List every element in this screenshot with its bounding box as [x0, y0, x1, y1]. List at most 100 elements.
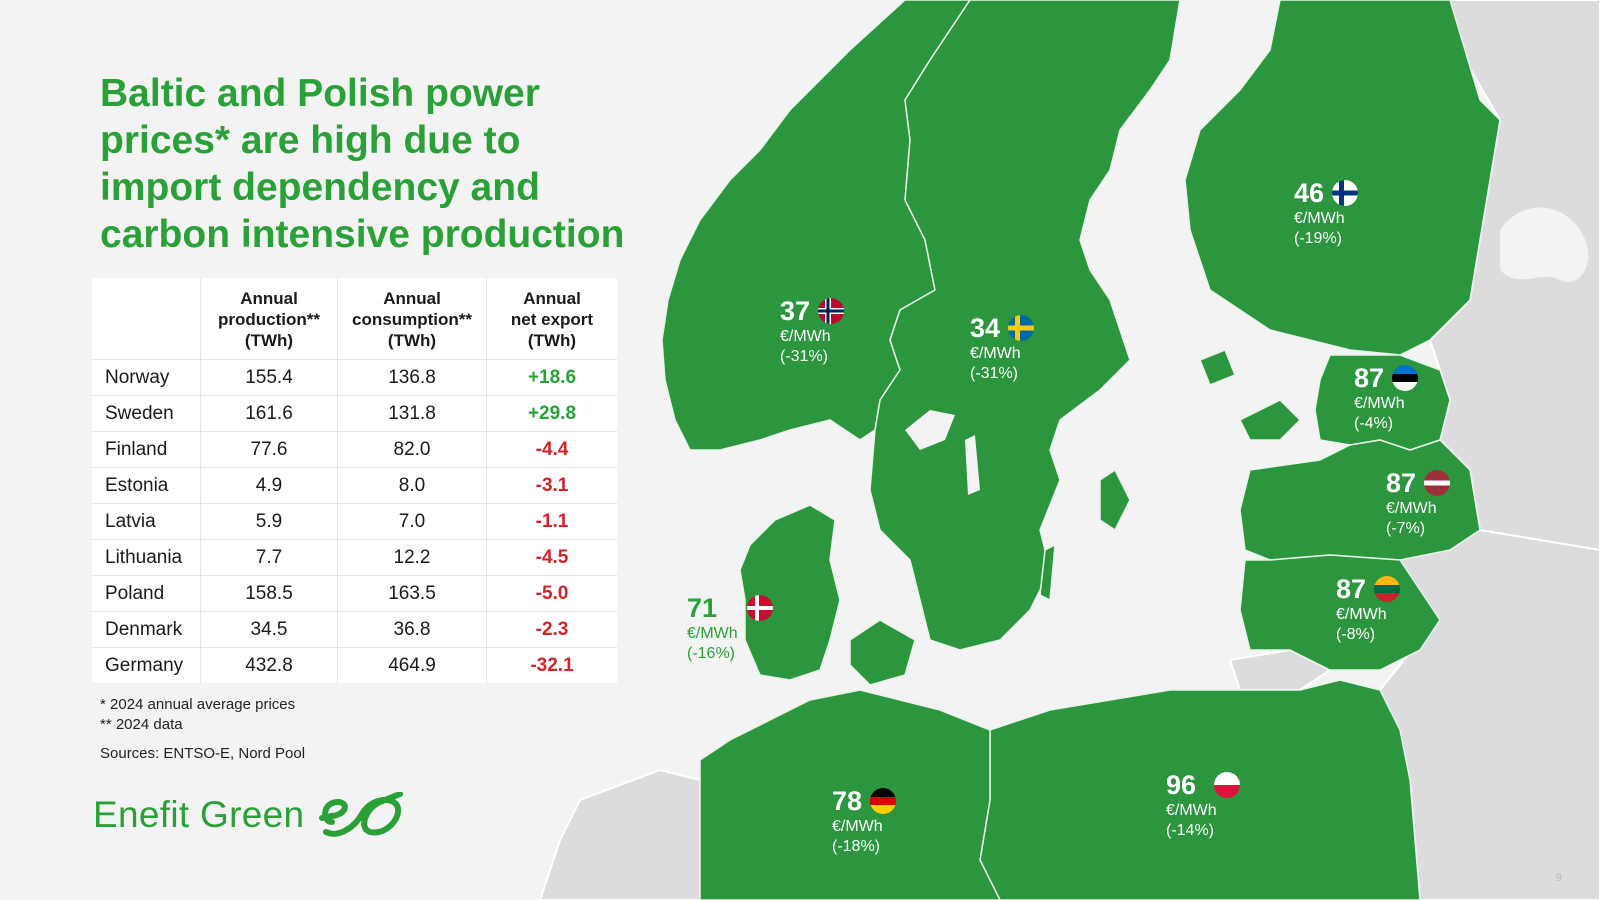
land-finland	[1184, 0, 1501, 356]
table-row: Latvia 5.9 7.0 -1.1	[92, 503, 617, 540]
net-export-cell: -5.0	[486, 575, 617, 612]
net-export-cell: -3.1	[486, 467, 617, 504]
logo-text: Enefit Green	[93, 794, 305, 835]
country-cell: Denmark	[92, 611, 201, 648]
production-cell: 34.5	[200, 611, 338, 648]
price-label-lithuania: 87 €/MWh (-8%)	[1336, 573, 1401, 645]
country-cell: Estonia	[92, 467, 201, 504]
header-line: Annual	[383, 289, 441, 308]
price-change: (-4%)	[1354, 415, 1394, 432]
footnote: * 2024 annual average prices	[100, 696, 296, 713]
production-cell: 77.6	[200, 431, 338, 468]
price-change: (-8%)	[1336, 626, 1376, 643]
header-line: (TWh)	[244, 331, 294, 350]
header-consumption: Annual consumption** (TWh)	[337, 278, 487, 360]
consumption-cell: 136.8	[337, 359, 487, 396]
price-value: 87	[1354, 363, 1385, 393]
consumption-cell: 464.9	[337, 647, 487, 683]
price-value: 87	[1386, 468, 1417, 498]
lake-vanern	[905, 410, 955, 450]
price-change: (-7%)	[1386, 520, 1426, 537]
net-export-cell: -4.5	[486, 539, 617, 576]
country-cell: Finland	[92, 431, 201, 468]
production-cell: 161.6	[200, 395, 338, 432]
country-cell: Lithuania	[92, 539, 201, 576]
price-change: (-31%)	[970, 365, 1019, 382]
table-header-row: Annual production** (TWh) Annual consump…	[92, 278, 617, 360]
price-unit: €/MWh	[687, 625, 738, 642]
consumption-cell: 7.0	[337, 503, 487, 540]
flag-sweden-icon	[1008, 315, 1035, 341]
island-gotland	[1099, 469, 1131, 531]
price-value: 87	[1336, 574, 1367, 604]
price-label-latvia: 87 €/MWh (-7%)	[1386, 467, 1451, 539]
header-line: (TWh)	[387, 331, 437, 350]
footnote: ** 2024 data	[100, 716, 183, 733]
title-line: prices* are high due to	[100, 119, 521, 162]
net-export-cell: +18.6	[486, 359, 617, 396]
flag-germany-icon	[870, 788, 897, 814]
production-cell: 432.8	[200, 647, 338, 683]
footnotes: * 2024 annual average prices ** 2024 dat…	[100, 695, 295, 735]
price-value: 37	[780, 296, 811, 326]
consumption-cell: 163.5	[337, 575, 487, 612]
flag-denmark-icon	[747, 595, 774, 621]
price-change: (-16%)	[687, 645, 736, 662]
price-change: (-19%)	[1294, 230, 1343, 247]
table-row: Finland 77.6 82.0 -4.4	[92, 431, 617, 468]
flag-latvia-icon	[1424, 470, 1451, 496]
land-denmark	[739, 504, 841, 681]
production-cell: 158.5	[200, 575, 338, 612]
table-body: Norway 155.4 136.8 +18.6 Sweden 161.6 131.8 +29…	[92, 359, 617, 683]
lake-vattern	[965, 435, 980, 495]
price-label-denmark: 71 €/MWh (-16%)	[687, 592, 774, 664]
energy-balance-table: Annual production** (TWh) Annual consump…	[92, 278, 617, 683]
price-unit: €/MWh	[1386, 500, 1437, 517]
consumption-cell: 8.0	[337, 467, 487, 504]
header-line: production**	[218, 310, 320, 329]
production-cell: 4.9	[200, 467, 338, 504]
title-line: Baltic and Polish power	[100, 72, 540, 115]
production-cell: 5.9	[200, 503, 338, 540]
table-row: Denmark 34.5 36.8 -2.3	[92, 611, 617, 648]
price-change: (-14%)	[1166, 822, 1215, 839]
land-kaliningrad	[1228, 648, 1332, 691]
header-net-export: Annual net export (TWh)	[486, 278, 617, 360]
price-label-sweden: 34 €/MWh (-31%)	[970, 312, 1035, 384]
logo-mark-icon	[319, 792, 404, 837]
price-value: 46	[1294, 178, 1325, 208]
price-unit: €/MWh	[970, 345, 1021, 362]
net-export-cell: -4.4	[486, 431, 617, 468]
header-line: (TWh)	[527, 331, 577, 350]
header-production: Annual production** (TWh)	[200, 278, 338, 360]
price-unit: €/MWh	[1354, 395, 1405, 412]
flag-norway-icon	[818, 298, 845, 324]
flag-poland-icon	[1214, 772, 1241, 798]
country-cell: Latvia	[92, 503, 201, 540]
consumption-cell: 82.0	[337, 431, 487, 468]
production-cell: 7.7	[200, 539, 338, 576]
country-cell: Sweden	[92, 395, 201, 432]
page-title: Baltic and Polish power prices* are high…	[100, 70, 660, 258]
country-cell: Germany	[92, 647, 201, 683]
price-change: (-31%)	[780, 348, 829, 365]
net-export-cell: -2.3	[486, 611, 617, 648]
table-row: Estonia 4.9 8.0 -3.1	[92, 467, 617, 504]
title-line: import dependency and	[100, 166, 540, 209]
production-cell: 155.4	[200, 359, 338, 396]
net-export-cell: -1.1	[486, 503, 617, 540]
price-value: 78	[832, 786, 863, 816]
price-value: 34	[970, 313, 1001, 343]
table-row: Sweden 161.6 131.8 +29.8	[92, 395, 617, 432]
price-unit: €/MWh	[1294, 210, 1345, 227]
land-netherlands	[538, 768, 701, 900]
price-label-estonia: 87 €/MWh (-4%)	[1354, 362, 1419, 434]
price-change: (-18%)	[832, 838, 881, 855]
header-line: Annual	[240, 289, 298, 308]
consumption-cell: 131.8	[337, 395, 487, 432]
price-unit: €/MWh	[832, 818, 883, 835]
consumption-cell: 36.8	[337, 611, 487, 648]
price-unit: €/MWh	[1166, 802, 1217, 819]
table-row: Lithuania 7.7 12.2 -4.5	[92, 539, 617, 576]
